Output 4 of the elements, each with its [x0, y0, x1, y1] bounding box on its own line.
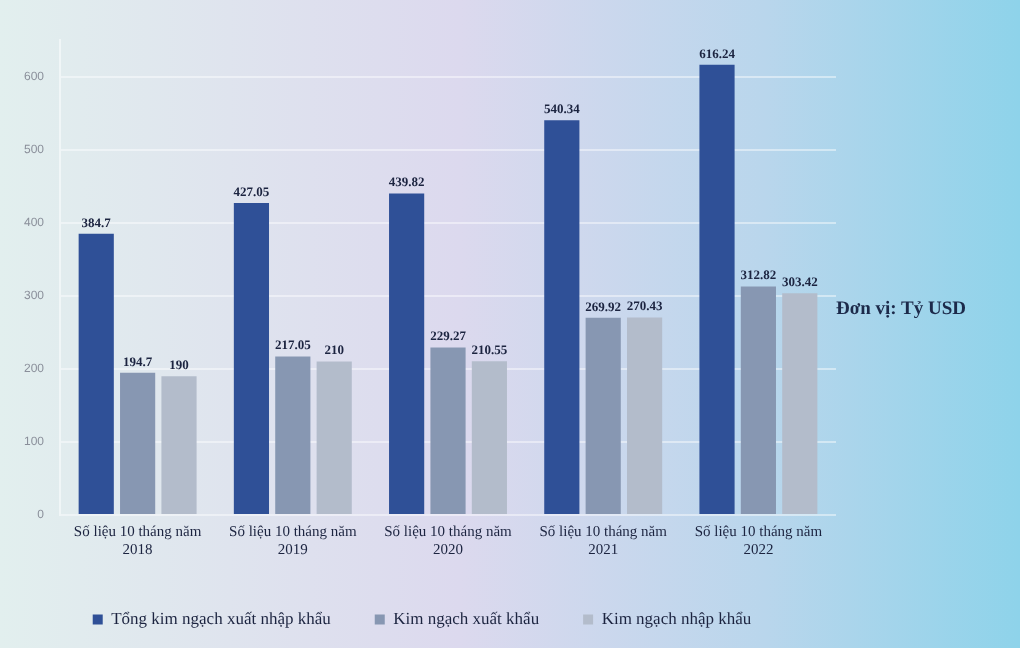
legend-label: Kim ngạch nhập khẩu	[601, 607, 753, 628]
annotation: Đơn vị: Tỷ USD	[836, 300, 967, 320]
legend-label: Tổng kim ngạch xuất nhập khẩu	[111, 607, 333, 628]
legend-label: Kim ngạch xuất khẩu	[393, 607, 541, 628]
